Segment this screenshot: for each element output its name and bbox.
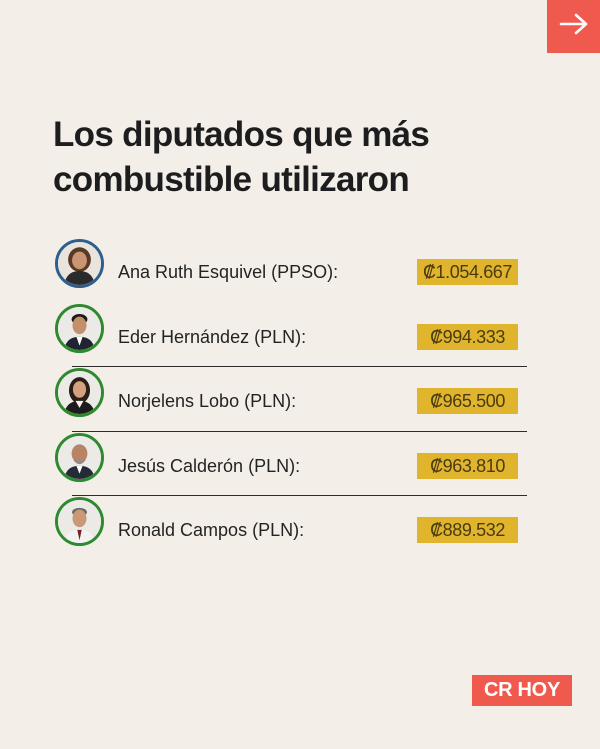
fuel-amount: ₡889.532 (417, 517, 518, 543)
avatar (55, 432, 104, 482)
arrow-right-icon (559, 13, 589, 40)
deputy-name: Norjelens Lobo (PLN): (118, 391, 297, 411)
page-title: Los diputados que más combustible utiliz… (53, 112, 513, 202)
deputy-name: Ana Ruth Esquivel (PPSO): (118, 262, 339, 282)
deputy-name: Eder Hernández (PLN): (118, 326, 307, 347)
list-item: Ana Ruth Esquivel (PPSO): ₡1.054.667 (55, 238, 527, 303)
avatar (55, 303, 104, 353)
divider (72, 495, 527, 496)
fuel-amount: ₡963.810 (417, 452, 518, 479)
deputy-name: Jesús Calderón (PLN): (118, 455, 301, 476)
deputy-name: Ronald Campos (PLN): (118, 520, 305, 540)
avatar (55, 239, 104, 288)
list-item: Norjelens Lobo (PLN): ₡965.500 (55, 367, 527, 432)
list-item: Ronald Campos (PLN): ₡889.532 (55, 496, 527, 561)
crhoy-logo: CR HOY (472, 675, 572, 706)
deputies-list: Ana Ruth Esquivel (PPSO): ₡1.054.667 Ede… (55, 238, 527, 561)
fuel-amount: ₡965.500 (417, 388, 518, 414)
fuel-amount: ₡1.054.667 (417, 259, 518, 285)
next-slide-button[interactable] (547, 0, 600, 53)
title-line-1: Los diputados que más (53, 115, 430, 154)
avatar (55, 368, 104, 417)
fuel-amount: ₡994.333 (417, 323, 518, 350)
divider (72, 430, 527, 432)
list-item: Jesús Calderón (PLN): ₡963.810 (55, 432, 527, 496)
list-item: Eder Hernández (PLN): ₡994.333 (55, 303, 527, 367)
avatar (55, 497, 104, 546)
divider (72, 366, 527, 367)
title-line-2: combustible utilizaron (53, 160, 410, 199)
